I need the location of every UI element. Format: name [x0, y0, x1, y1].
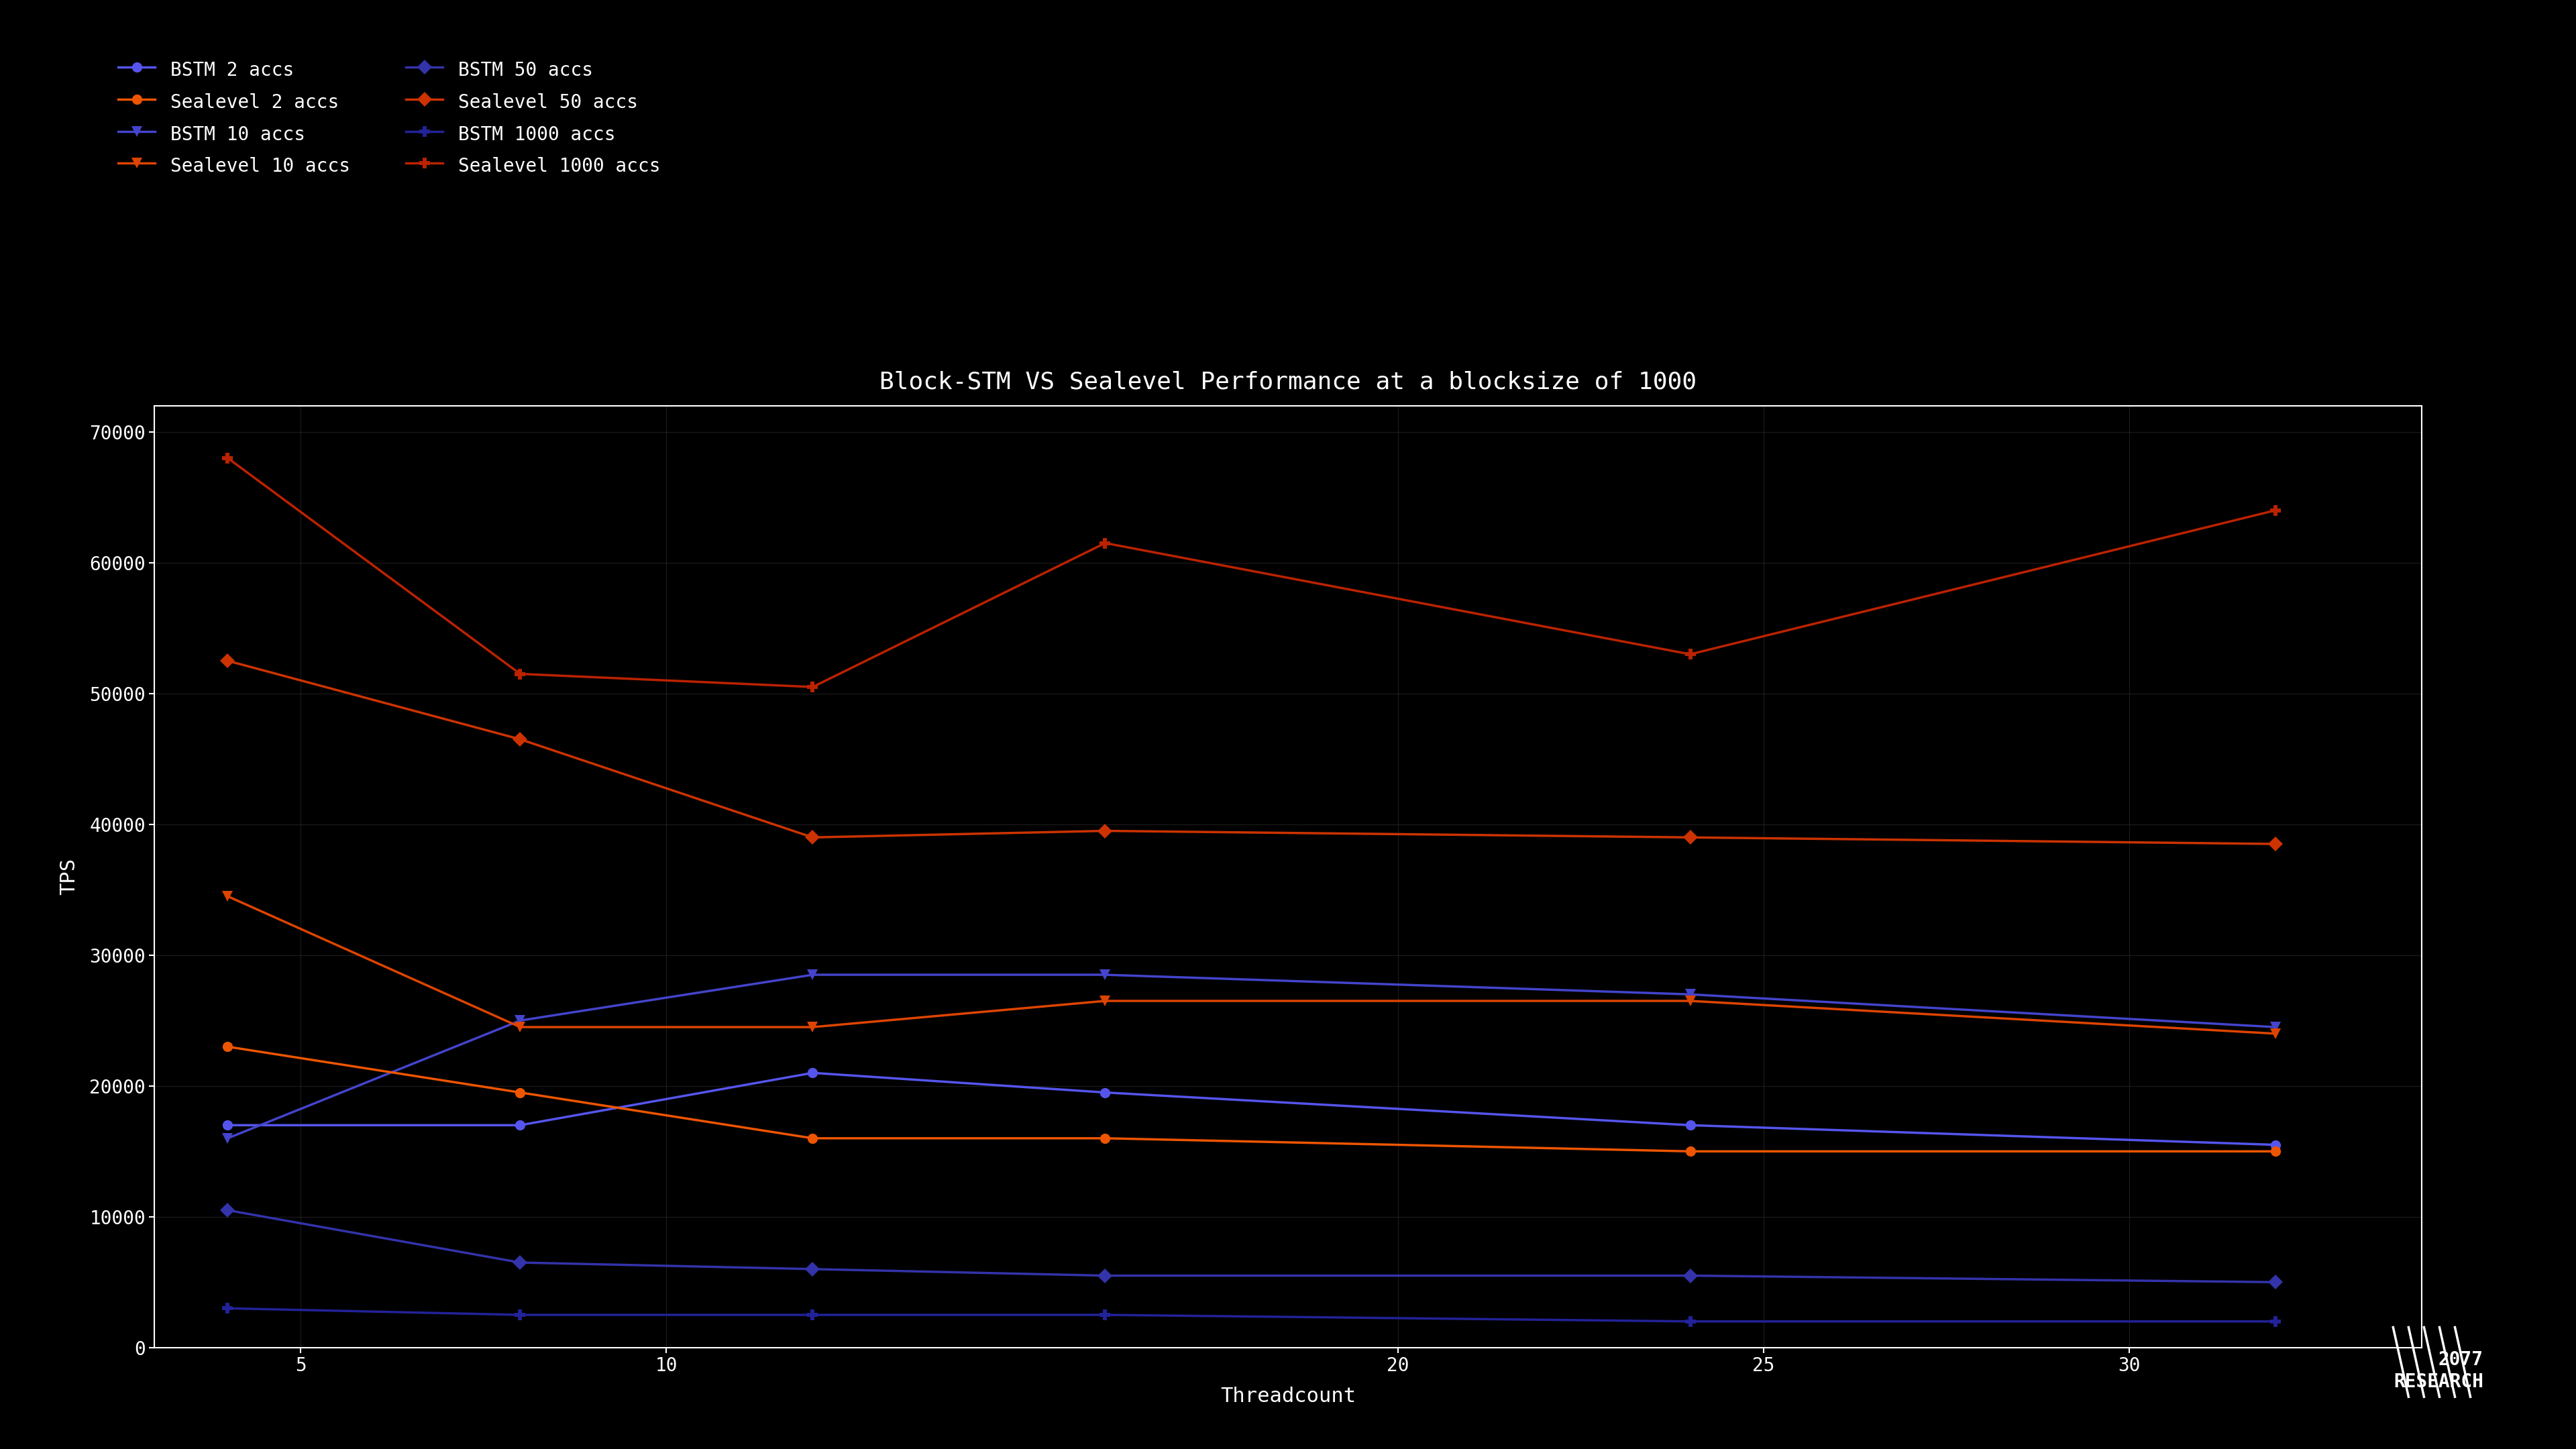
- Sealevel 1000 accs: [2259, 501, 2290, 519]
- Legend: BSTM 2 accs, Sealevel 2 accs, BSTM 10 accs, Sealevel 10 accs, BSTM 50 accs, Seal: BSTM 2 accs, Sealevel 2 accs, BSTM 10 ac…: [113, 52, 665, 183]
- BSTM 50 accs: [1674, 1266, 1705, 1284]
- Sealevel 10 accs: [1674, 993, 1705, 1010]
- Line: BSTM 1000 accs: BSTM 1000 accs: [222, 1303, 2280, 1326]
- Sealevel 50 accs: [2259, 835, 2290, 852]
- BSTM 2 accs: [505, 1117, 536, 1135]
- BSTM 2 accs: [1090, 1084, 1121, 1101]
- BSTM 10 accs: [1090, 966, 1121, 984]
- BSTM 2 accs: [1674, 1117, 1705, 1135]
- Sealevel 2 accs: [505, 1084, 536, 1101]
- BSTM 10 accs: [211, 1130, 242, 1148]
- BSTM 10 accs: [2259, 1019, 2290, 1036]
- X-axis label: Threadcount: Threadcount: [1221, 1387, 1355, 1406]
- BSTM 1000 accs: [1674, 1313, 1705, 1330]
- Y-axis label: TPS: TPS: [59, 858, 77, 895]
- Sealevel 2 accs: [1090, 1130, 1121, 1148]
- BSTM 2 accs: [796, 1064, 827, 1081]
- Sealevel 2 accs: [2259, 1143, 2290, 1161]
- BSTM 50 accs: [796, 1261, 827, 1278]
- BSTM 1000 accs: [505, 1306, 536, 1323]
- BSTM 2 accs: [211, 1117, 242, 1135]
- Text: 2077
RESEARCH: 2077 RESEARCH: [2393, 1350, 2483, 1391]
- BSTM 1000 accs: [2259, 1313, 2290, 1330]
- Sealevel 10 accs: [211, 888, 242, 906]
- Line: Sealevel 2 accs: Sealevel 2 accs: [222, 1042, 2280, 1156]
- Sealevel 1000 accs: [796, 678, 827, 696]
- BSTM 1000 accs: [1090, 1306, 1121, 1323]
- Line: BSTM 2 accs: BSTM 2 accs: [222, 1068, 2280, 1151]
- Sealevel 1000 accs: [1090, 535, 1121, 552]
- Title: Block-STM VS Sealevel Performance at a blocksize of 1000: Block-STM VS Sealevel Performance at a b…: [878, 371, 1698, 394]
- Sealevel 1000 accs: [211, 449, 242, 467]
- BSTM 50 accs: [211, 1201, 242, 1219]
- Sealevel 50 accs: [1090, 822, 1121, 839]
- BSTM 10 accs: [796, 966, 827, 984]
- Line: Sealevel 10 accs: Sealevel 10 accs: [222, 891, 2280, 1039]
- Line: Sealevel 1000 accs: Sealevel 1000 accs: [222, 454, 2280, 693]
- BSTM 2 accs: [2259, 1136, 2290, 1153]
- BSTM 10 accs: [505, 1011, 536, 1029]
- Sealevel 50 accs: [211, 652, 242, 669]
- Sealevel 10 accs: [796, 1019, 827, 1036]
- Line: BSTM 50 accs: BSTM 50 accs: [222, 1206, 2280, 1287]
- Sealevel 50 accs: [796, 829, 827, 846]
- BSTM 50 accs: [1090, 1266, 1121, 1284]
- BSTM 50 accs: [505, 1253, 536, 1271]
- Sealevel 2 accs: [211, 1037, 242, 1055]
- Sealevel 1000 accs: [505, 665, 536, 682]
- Line: Sealevel 50 accs: Sealevel 50 accs: [222, 656, 2280, 849]
- Line: BSTM 10 accs: BSTM 10 accs: [222, 969, 2280, 1143]
- BSTM 1000 accs: [211, 1300, 242, 1317]
- Sealevel 10 accs: [1090, 993, 1121, 1010]
- BSTM 50 accs: [2259, 1274, 2290, 1291]
- BSTM 10 accs: [1674, 985, 1705, 1003]
- Sealevel 2 accs: [796, 1130, 827, 1148]
- Sealevel 50 accs: [1674, 829, 1705, 846]
- Sealevel 1000 accs: [1674, 646, 1705, 664]
- Sealevel 10 accs: [2259, 1024, 2290, 1042]
- Sealevel 10 accs: [505, 1019, 536, 1036]
- Sealevel 2 accs: [1674, 1143, 1705, 1161]
- BSTM 1000 accs: [796, 1306, 827, 1323]
- Sealevel 50 accs: [505, 730, 536, 748]
